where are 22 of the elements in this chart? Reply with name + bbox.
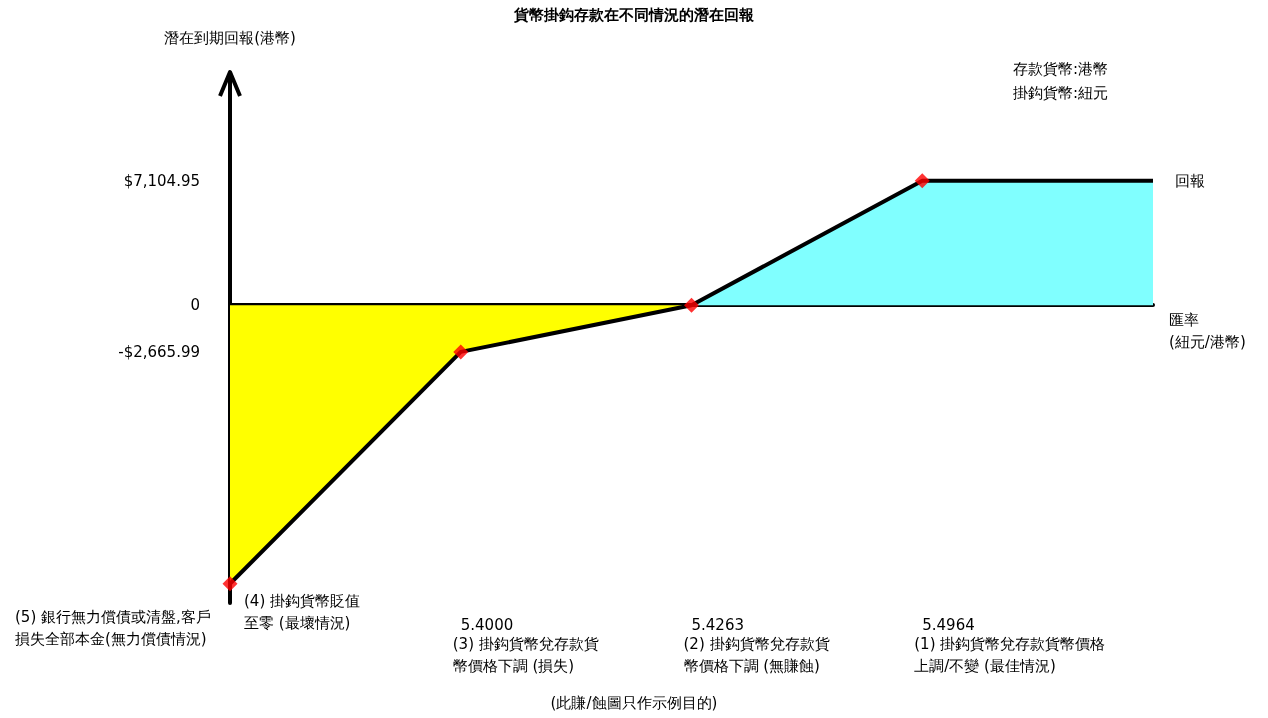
y-tick-label: $7,104.95 (123, 171, 200, 190)
point (684, 297, 699, 313)
series-label: 回報 (1175, 171, 1205, 190)
point (222, 576, 238, 592)
x-tick-label: 5.4263 (691, 615, 744, 634)
y-axis-title: 潛在到期回報(港幣) (164, 28, 296, 47)
annotation: (4) 掛鈎貨幣貶值至零 (最壞情況) (244, 591, 361, 632)
x-axis-title: 匯率 (紐元/港幣) (1169, 311, 1246, 352)
annotation: 掛鈎貨幣:紐元 (1012, 84, 1109, 102)
y-tick-label: -$2,665.99 (118, 342, 200, 361)
point (914, 173, 930, 189)
y-tick-label: 0 (190, 296, 200, 315)
text: (2) 掛鈎貨幣兌存款貨幣價格下調 (無賺蝕) (683, 635, 830, 675)
text: (5) 銀行無力償債或清盤,客戶損失全部本金(無力償債情況) (15, 607, 211, 648)
point (453, 344, 469, 360)
text: (此賺/蝕圖只作示例目的) (550, 694, 718, 712)
text: (3) 掛鈎貨幣兌存款貨幣價格下調 (損失) (452, 635, 599, 675)
text: 存款貨幣:港幣 (1012, 60, 1109, 78)
chart-title: 貨幣掛鈎存款在不同情況的潛在回報 (513, 5, 755, 24)
x-tick-label: 5.4964 (922, 615, 975, 634)
x-tick-label: 5.4000 (460, 615, 514, 634)
text: (1) 掛鈎貨幣兌存款貨幣價格上調/不變 (最佳情況) (914, 635, 1106, 675)
